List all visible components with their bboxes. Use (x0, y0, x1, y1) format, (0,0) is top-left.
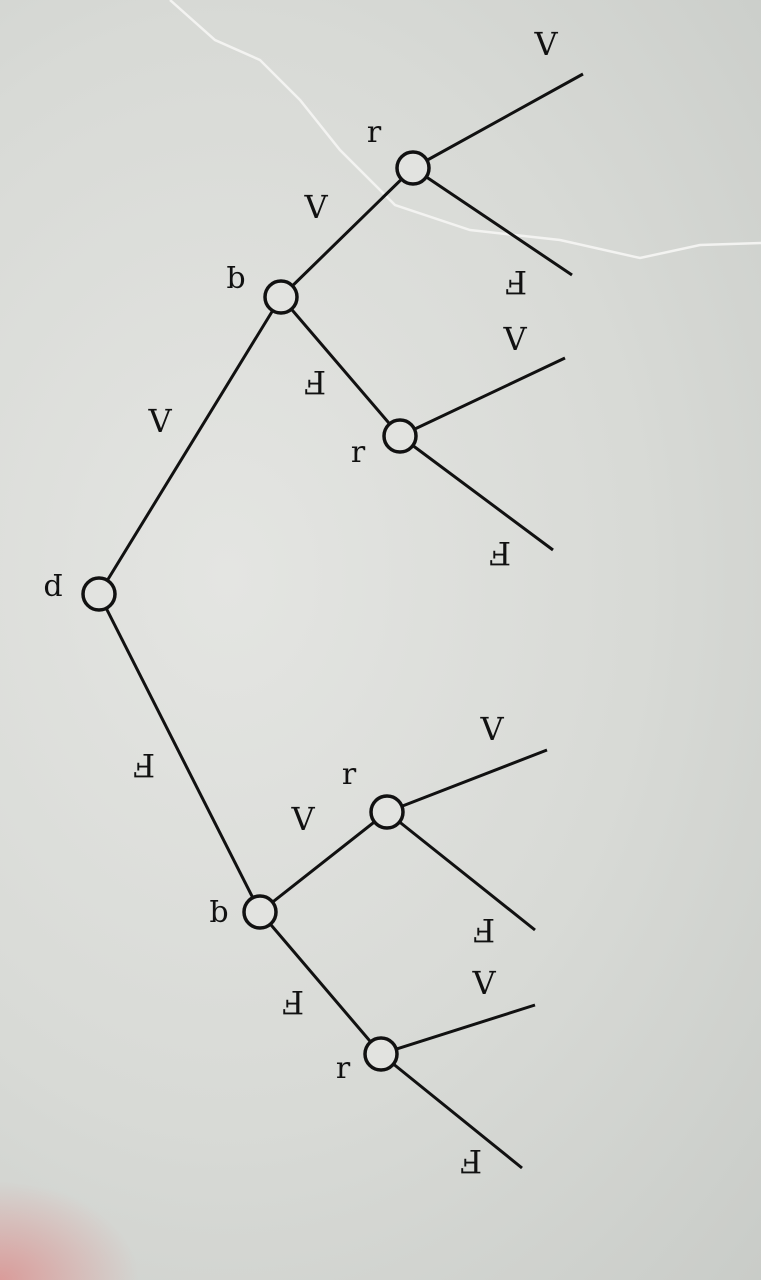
edge-r2-leaf-v (399, 356, 566, 438)
edge-q1-r1 (279, 166, 415, 299)
branch-label-p-q-bottom: F (133, 746, 155, 784)
branch-label-q1-r1: V (303, 188, 328, 226)
node-label-r-3: r (342, 757, 357, 792)
edge-q2-r3 (259, 810, 388, 914)
leaf-label-r1-v: V (533, 25, 558, 63)
branch-label-q2-r3: V (290, 800, 315, 838)
node-label-p: p (43, 572, 62, 607)
edge-r4-leaf-v (380, 1003, 536, 1056)
node-label-r-2: r (351, 435, 366, 470)
branch-label-q1-r2: F (304, 363, 326, 401)
leaf-label-r1-f: F (505, 263, 527, 301)
edge-r3-leaf-f (386, 810, 536, 932)
leaf-label-r4-v: V (471, 964, 496, 1002)
edge-p-q-top (97, 296, 283, 595)
node-label-q-top: q (226, 264, 245, 299)
node-label-q-bottom: q (209, 898, 228, 933)
edge-p-q-bottom (97, 593, 262, 913)
node-label-r-4: r (336, 1051, 351, 1086)
node-r-4 (363, 1036, 399, 1072)
leaf-label-r3-v: V (479, 710, 504, 748)
edge-r3-leaf-v (386, 748, 548, 814)
leaf-label-r3-f: F (473, 911, 495, 949)
node-r-2 (382, 418, 418, 454)
node-r-3 (369, 794, 405, 830)
node-p (81, 576, 117, 612)
tree-edges (97, 72, 584, 1170)
edge-r2-leaf-f (399, 434, 554, 552)
edge-r4-leaf-f (380, 1052, 523, 1170)
edge-r1-leaf-f (412, 166, 573, 277)
node-q-top (263, 279, 299, 315)
node-r-1 (395, 150, 431, 186)
leaf-label-r2-v: V (502, 320, 527, 358)
leaf-label-r2-f: F (489, 534, 511, 572)
edge-q2-r4 (258, 911, 383, 1055)
branch-label-q2-r4: F (282, 983, 304, 1021)
page-edge-shadow (0, 1180, 140, 1280)
tree-nodes (81, 150, 431, 1072)
paper-tear (169, 0, 761, 260)
node-q-bottom (242, 894, 278, 930)
branch-label-p-q-top: V (147, 402, 172, 440)
leaf-label-r4-f: F (460, 1142, 482, 1180)
edge-r1-leaf-v (412, 72, 584, 170)
node-label-r-1: r (367, 115, 382, 150)
edge-q1-r2 (279, 296, 402, 437)
